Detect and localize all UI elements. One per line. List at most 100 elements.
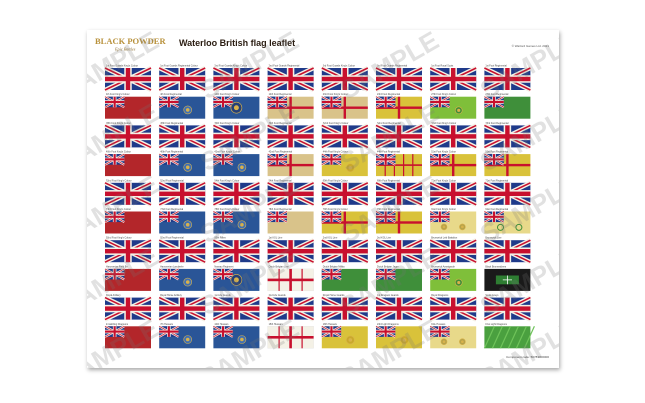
- flag-23: 33rd Foot King's Colour: [429, 122, 478, 150]
- flag-label: 4th Foot Regimental: [160, 93, 182, 96]
- flag-label: 78th Foot King's Colour: [214, 208, 239, 211]
- flag-label: Brunswick Avantgarde: [431, 265, 455, 268]
- flag-32: 51st Foot Regimental: [483, 151, 531, 177]
- flag-76: 15th Hussars: [267, 323, 314, 349]
- flag-label: 1st Foot Royal Scots: [431, 65, 454, 68]
- flag-label: Black Brunswickers: [485, 265, 507, 268]
- flag-59: Nassau Regiment: [212, 265, 260, 291]
- flag-label: 52nd Foot Regimental: [160, 179, 184, 182]
- flag-label: 10th Hussars: [214, 323, 229, 326]
- logo-text-top: BLACK POWDER: [95, 36, 166, 46]
- flag-55: Brunswick Leib Battalion: [429, 237, 478, 265]
- flag-label: 79th Foot King's Colour: [323, 208, 348, 211]
- flag-51: 95th Rifles: [212, 237, 261, 265]
- flag-label: 2nd Life Guards: [269, 294, 287, 297]
- flag-label: 69th Foot King's Colour: [323, 179, 348, 182]
- flag-label: 3rd Foot Guards Regimental: [377, 65, 408, 68]
- flag-27: 42nd Foot King's Colour: [212, 151, 260, 177]
- flag-41: 73rd Foot King's Colour: [104, 208, 151, 234]
- flag-64: Black Brunswickers: [484, 265, 531, 291]
- flag-44: 78th Foot Regimental: [267, 208, 314, 234]
- flag-label: 27th Foot King's Colour: [431, 93, 456, 96]
- flag-label: Scots Greys: [485, 294, 499, 297]
- flag-30: 44th Foot Regimental: [375, 151, 422, 177]
- flag-label: Nassau Regiment: [214, 265, 233, 268]
- flag-label: 40th Foot King's Colour: [106, 151, 131, 154]
- flag-16: 27th Foot Regimental: [483, 93, 531, 119]
- flag-label: 28th Foot Regimental: [160, 122, 183, 125]
- flag-label: 23rd Foot Regimental: [377, 93, 400, 96]
- flag-label: Dutch Belgian Militia: [323, 265, 345, 268]
- flag-62: Dutch Belgian Jager: [375, 265, 422, 291]
- flag-33: 52nd Foot King's Colour: [104, 179, 152, 207]
- flag-50: 92nd Foot Regimental: [158, 237, 207, 265]
- flag-label: 1st Life Guards: [214, 294, 231, 297]
- flag-label: 92nd Foot King's Colour: [106, 237, 132, 240]
- flag-label: KGL Light Dragoons: [485, 323, 507, 326]
- flag-label: 42nd Foot King's Colour: [214, 151, 240, 154]
- flag-66: Royal Horse Artillery: [158, 294, 207, 322]
- flag-leaflet-sheet: BLACK POWDER Epic Battles Waterloo Briti…: [87, 30, 559, 368]
- flag-20: 30th Foot Regimental: [266, 122, 315, 150]
- flag-label: Royal Horse Artillery: [160, 294, 182, 297]
- flag-label: 14th Foot King's Colour: [214, 93, 239, 96]
- flag-37: 69th Foot King's Colour: [320, 179, 369, 207]
- flag-6: 3rd Foot Guards Regimental: [375, 65, 423, 92]
- page-title: Waterloo British flag leaflet: [179, 38, 296, 48]
- flag-label: 91st Foot King's Colour: [431, 208, 456, 211]
- flag-68: 2nd Life Guards: [266, 294, 315, 322]
- flag-77: 18th Hussars: [321, 323, 368, 349]
- flag-label: 18th Hussars: [323, 323, 338, 326]
- flag-11: 14th Foot King's Colour: [212, 93, 260, 119]
- flag-54: 3rd KGL Line: [375, 237, 423, 265]
- flag-18: 28th Foot Regimental: [158, 122, 207, 150]
- flag-label: 7th Hussars: [160, 323, 174, 326]
- flag-label: 1st Foot Regimental: [485, 65, 507, 68]
- flag-label: 32nd Foot Regimental: [377, 122, 401, 125]
- flag-43: 78th Foot King's Colour: [212, 208, 260, 234]
- flag-80: KGL Light Dragoons: [483, 323, 535, 349]
- flag-21: 32nd Foot King's Colour: [320, 122, 369, 150]
- flag-label: 1st KGL Line: [269, 237, 283, 240]
- flag-label: 3rd KGL Line: [377, 237, 392, 240]
- flag-22: 32nd Foot Regimental: [375, 122, 423, 150]
- flag-label: 2nd Foot Guards Regimental: [269, 65, 300, 68]
- flag-label: 33rd Foot King's Colour: [431, 122, 456, 125]
- flag-14: 23rd Foot Regimental: [375, 93, 422, 119]
- flag-74: 7th Hussars: [158, 323, 206, 349]
- flag-label: 73rd Foot King's Colour: [106, 208, 131, 211]
- flag-label: 92nd Foot Regimental: [160, 237, 184, 240]
- flag-15: 27th Foot King's Colour: [429, 93, 477, 119]
- flag-35: 54th Foot King's Colour: [212, 179, 261, 207]
- flag-label: 71st Foot King's Colour: [431, 179, 456, 182]
- flag-label: 40th Foot Regimental: [160, 151, 183, 154]
- flag-19: 30th Foot King's Colour: [212, 122, 261, 150]
- flag-17: 28th Foot King's Colour: [104, 122, 152, 150]
- flag-28: 42nd Foot Regimental: [267, 151, 314, 177]
- flag-57: Hanoverian Field Bn: [104, 265, 151, 291]
- flag-78: 23rd Light Dragoons: [375, 323, 422, 349]
- flag-58: Hanoverian Landwehr: [158, 265, 206, 291]
- flag-label: 1st Foot Guards Regimental Colour: [160, 65, 198, 68]
- flag-label: 42nd Foot Regimental: [269, 151, 293, 154]
- flag-label: 51st Foot King's Colour: [431, 151, 456, 154]
- flag-40: 71st Foot Regimental: [483, 179, 532, 207]
- flag-label: 44th Foot King's Colour: [323, 151, 348, 154]
- flag-10: 4th Foot Regimental: [158, 93, 206, 119]
- flag-label: Dutch Belgian Jager: [377, 265, 399, 268]
- leaflet-header: BLACK POWDER Epic Battles Waterloo Briti…: [87, 30, 559, 54]
- flag-label: 32nd Foot King's Colour: [323, 122, 349, 125]
- flag-36: 54th Foot Regimental: [266, 179, 315, 207]
- flag-label: 3rd Foot Guards King's Colour: [323, 65, 355, 68]
- flag-label: Hanoverian Field Bn: [106, 265, 128, 268]
- flag-26: 40th Foot Regimental: [158, 151, 206, 177]
- flag-3: 2nd Foot Guards King's Colour: [212, 65, 261, 92]
- copyright-notice: © Warlord Games Ltd. 2021: [511, 44, 549, 48]
- flag-53: 2nd KGL Line: [320, 237, 369, 265]
- flag-65: Royal Artillery: [104, 294, 152, 322]
- flag-61: Dutch Belgian Militia: [321, 265, 368, 291]
- flag-label: 23rd Light Dragoons: [377, 323, 399, 326]
- flag-45: 79th Foot King's Colour: [321, 208, 368, 234]
- flag-4: 2nd Foot Guards Regimental: [266, 65, 315, 92]
- flag-67: 1st Life Guards: [212, 294, 261, 322]
